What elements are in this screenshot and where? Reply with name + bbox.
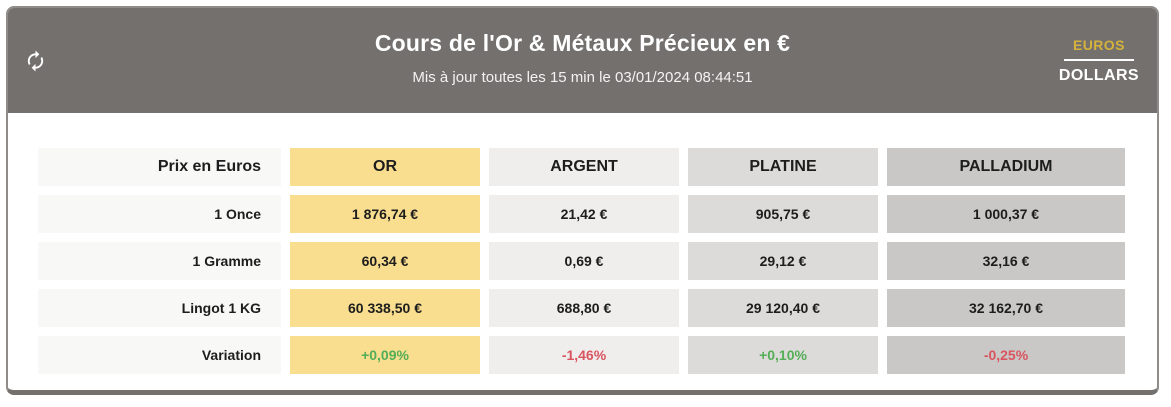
currency-option-dollars[interactable]: DOLLARS <box>1058 66 1139 84</box>
row-label-gramme: 1 Gramme <box>38 242 281 280</box>
column-header-platine: PLATINE <box>688 148 878 186</box>
currency-option-euros[interactable]: EUROS <box>1073 36 1125 53</box>
refresh-button[interactable] <box>22 47 49 74</box>
page-title: Cours de l'Or & Métaux Précieux en € <box>374 29 791 56</box>
variation-argent: -1,46% <box>489 336 679 374</box>
price-argent-lingot: 688,80 € <box>489 289 679 327</box>
row-label-lingot: Lingot 1 KG <box>38 289 281 327</box>
price-table: Prix en Euros OR ARGENT PLATINE PALLADIU… <box>38 148 1157 374</box>
price-platine-once: 905,75 € <box>688 195 878 233</box>
row-label-once: 1 Once <box>38 195 281 233</box>
price-or-once: 1 876,74 € <box>290 195 480 233</box>
price-platine-lingot: 29 120,40 € <box>688 289 878 327</box>
price-palladium-once: 1 000,37 € <box>887 195 1125 233</box>
price-argent-once: 21,42 € <box>489 195 679 233</box>
currency-toggle-divider <box>1063 58 1134 61</box>
update-status: Mis à jour toutes les 15 min le 03/01/20… <box>412 68 753 86</box>
price-palladium-lingot: 32 162,70 € <box>887 289 1125 327</box>
column-header-argent: ARGENT <box>489 148 679 186</box>
variation-or: +0,09% <box>290 336 480 374</box>
row-label-variation: Variation <box>38 336 281 374</box>
column-header-or: OR <box>290 148 480 186</box>
variation-platine: +0,10% <box>688 336 878 374</box>
widget-header: Cours de l'Or & Métaux Précieux en € Mis… <box>8 8 1157 113</box>
currency-toggle: EUROS DOLLARS <box>1059 37 1139 85</box>
price-or-gramme: 60,34 € <box>290 242 480 280</box>
price-platine-gramme: 29,12 € <box>688 242 878 280</box>
price-palladium-gramme: 32,16 € <box>887 242 1125 280</box>
table-corner-label: Prix en Euros <box>38 148 281 186</box>
header-titles: Cours de l'Or & Métaux Précieux en € Mis… <box>8 8 1157 113</box>
price-argent-gramme: 0,69 € <box>489 242 679 280</box>
refresh-sync-icon <box>24 49 47 75</box>
column-header-palladium: PALLADIUM <box>887 148 1125 186</box>
price-or-lingot: 60 338,50 € <box>290 289 480 327</box>
gold-price-widget: Cours de l'Or & Métaux Précieux en € Mis… <box>6 6 1159 395</box>
widget-body: Prix en Euros OR ARGENT PLATINE PALLADIU… <box>8 113 1157 374</box>
variation-palladium: -0,25% <box>887 336 1125 374</box>
